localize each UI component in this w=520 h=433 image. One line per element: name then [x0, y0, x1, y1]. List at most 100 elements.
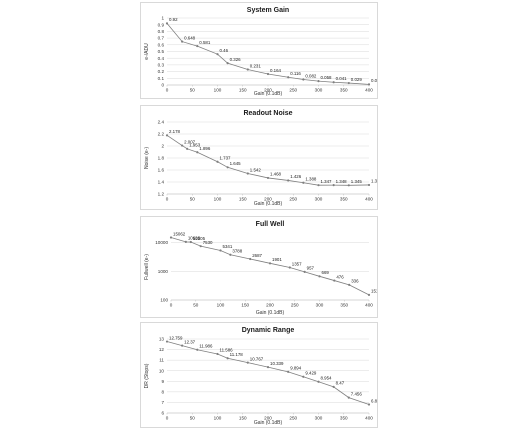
data-point — [181, 344, 184, 347]
data-label: 1.388 — [305, 177, 317, 182]
y-tick-label: 2.4 — [158, 120, 165, 125]
data-label: 10623 — [188, 236, 201, 241]
x-axis-label: Gain (0.1dB) — [254, 201, 283, 207]
data-point — [181, 40, 184, 43]
data-point — [318, 275, 321, 278]
data-label: 669 — [322, 270, 330, 275]
y-tick-label: 0.7 — [158, 36, 165, 41]
chart-panel-full-well: Full Well 100 1000 10000 0 50 100 150 200 250 300 3… — [140, 216, 378, 318]
data-point — [246, 172, 249, 175]
data-point — [181, 144, 184, 147]
data-label: 2687 — [252, 253, 262, 258]
data-label: 1.426 — [290, 174, 302, 179]
data-point — [196, 151, 199, 154]
data-label: 11.986 — [199, 344, 213, 349]
data-point — [287, 76, 290, 79]
x-tick-label: 300 — [316, 303, 324, 308]
data-label: 1.645 — [230, 161, 242, 166]
data-point — [332, 385, 335, 388]
data-label: 1.351 — [371, 179, 377, 184]
data-point — [288, 266, 291, 269]
data-point — [186, 147, 189, 150]
data-label: 0.326 — [230, 57, 242, 62]
y-tick-label: 100 — [160, 298, 168, 303]
data-point — [226, 62, 229, 65]
x-tick-label: 50 — [190, 197, 196, 202]
data-point — [347, 184, 350, 187]
chart-title: Dynamic Range — [242, 327, 295, 334]
x-tick-label: 0 — [166, 88, 169, 93]
data-label: 9.894 — [290, 366, 302, 371]
data-label: 0.164 — [270, 68, 282, 73]
x-axis-label: Gain (0.1dB) — [256, 310, 285, 316]
x-tick-label: 200 — [264, 88, 272, 93]
data-label: 11.586 — [220, 348, 234, 353]
x-tick-label: 250 — [291, 303, 299, 308]
x-tick-label: 50 — [193, 303, 199, 308]
data-label: 5341 — [223, 244, 233, 249]
data-point — [347, 81, 350, 85]
data-label: 0.058 — [321, 75, 333, 80]
data-point — [302, 375, 305, 378]
data-label: 1901 — [272, 257, 282, 262]
data-point — [216, 352, 219, 356]
y-tick-label: 0.3 — [158, 63, 165, 68]
x-axis-label: Gain (0.1dB) — [254, 420, 283, 426]
y-tick-label: 13 — [159, 337, 165, 342]
x-tick-label: 100 — [214, 197, 222, 202]
data-label: 6.804 — [371, 398, 377, 403]
data-label: 1.953 — [189, 143, 201, 148]
data-point — [367, 83, 371, 86]
data-label: 7.456 — [351, 391, 363, 396]
chart-title: Full Well — [256, 221, 285, 228]
data-point — [347, 396, 350, 399]
y-tick-label: 0.9 — [158, 22, 165, 27]
series-line — [166, 341, 370, 405]
data-point — [303, 270, 306, 273]
data-label: 1.896 — [199, 146, 211, 151]
data-point — [332, 184, 335, 187]
data-label: 11.178 — [230, 352, 244, 357]
data-point — [287, 179, 290, 182]
data-label: 15062 — [173, 231, 186, 236]
y-tick-label: 9 — [161, 379, 164, 384]
chart-readout-noise: Readout Noise 1.2 1.4 1.6 1.8 2 2.2 2.4 0 50 100 15… — [144, 110, 377, 207]
data-point — [249, 257, 252, 261]
chart-panel-dynamic-range: Dynamic Range 6 7 8 9 10 11 12 13 0 50 100 150 200 250… — [140, 322, 378, 428]
series-line — [166, 134, 370, 186]
y-tick-label: 1.6 — [158, 168, 165, 173]
data-point — [302, 78, 305, 81]
chart-dynamic-range: Dynamic Range 6 7 8 9 10 11 12 13 0 50 100 150 200 250… — [144, 327, 377, 426]
data-label: 12.37 — [184, 339, 196, 344]
data-point — [216, 53, 219, 56]
data-label: 8.954 — [321, 376, 333, 381]
y-axis-label: e-/ADU — [144, 43, 150, 60]
data-point — [199, 245, 202, 248]
y-tick-label: 2.2 — [158, 132, 165, 137]
data-point — [302, 181, 305, 184]
y-tick-label: 1.2 — [158, 192, 165, 197]
x-tick-label: 100 — [214, 88, 222, 93]
data-point — [333, 279, 336, 282]
x-axis-label: Gain (0.1dB) — [254, 91, 283, 97]
data-point — [169, 236, 173, 239]
data-label: 10.339 — [270, 361, 284, 366]
data-label: 0.009 — [371, 78, 377, 83]
data-label: 1.347 — [321, 179, 333, 184]
data-label: 1.737 — [220, 156, 232, 161]
data-label: 0.041 — [336, 76, 348, 81]
data-point — [266, 72, 270, 76]
y-tick-label: 10000 — [155, 240, 168, 245]
x-tick-label: 200 — [264, 197, 272, 202]
data-label: 1.468 — [270, 172, 282, 177]
data-label: 0.648 — [184, 35, 196, 40]
data-label: 8.47 — [336, 381, 345, 386]
data-point — [367, 403, 371, 406]
data-point — [367, 293, 371, 296]
x-tick-label: 50 — [190, 88, 196, 93]
y-tick-label: 7 — [161, 400, 164, 405]
data-point — [268, 262, 272, 265]
y-tick-label: 12 — [159, 347, 165, 352]
x-tick-label: 150 — [239, 416, 247, 421]
data-point — [196, 348, 199, 351]
